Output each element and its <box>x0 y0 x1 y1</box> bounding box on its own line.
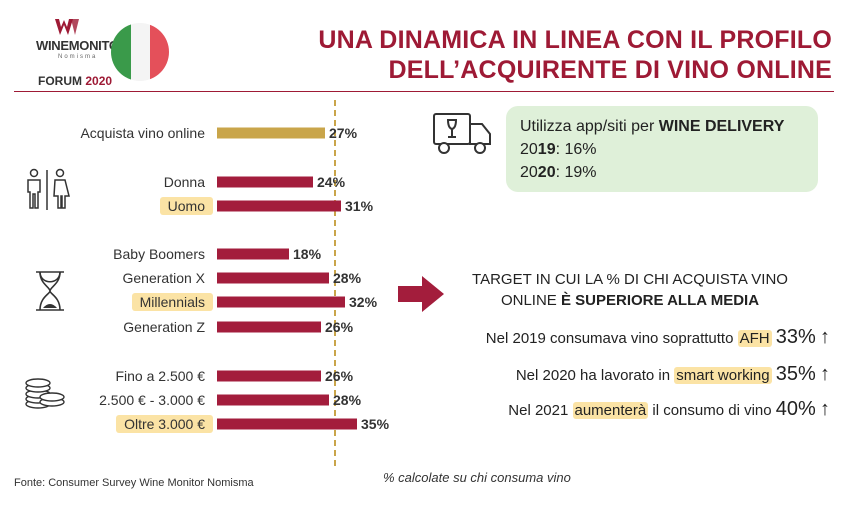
bar-6 <box>217 321 321 333</box>
delivery-truck-icon <box>433 113 491 154</box>
bar-5 <box>217 296 345 308</box>
label-acquista: Acquista vino online <box>80 125 205 141</box>
bar-4 <box>217 272 329 284</box>
bar-7 <box>217 370 321 382</box>
hourglass-icon <box>36 271 64 311</box>
coins-icon <box>25 378 65 409</box>
label-millennials: Millennials <box>131 293 213 311</box>
bar-value-label-2: 31% <box>345 198 374 214</box>
bar-value-label-9: 35% <box>361 416 390 432</box>
gender-icon <box>27 168 70 210</box>
wm-mark-icon <box>55 19 79 35</box>
logo-forum: FORUM 2020 <box>38 74 113 88</box>
bar-value-label-3: 18% <box>293 246 322 262</box>
italy-flag-icon <box>111 23 169 81</box>
page-title-line1: UNA DINAMICA IN LINEA CON IL PROFILO <box>318 26 832 54</box>
wine-monitor-logo: WINEMONITOR Nomisma FORUM 2020 <box>14 14 134 94</box>
bar-value-label-6: 26% <box>325 319 354 335</box>
logo-sub: Nomisma <box>58 54 98 60</box>
header-divider <box>14 91 834 92</box>
delivery-2019: 2019: 16% <box>520 141 597 158</box>
bar-1 <box>217 176 313 188</box>
stat-2020: Nel 2020 ha lavorato in smart working 35… <box>515 363 830 385</box>
footnote: % calcolate su chi consuma vino <box>383 470 571 485</box>
target-line2: ONLINE È SUPERIORE ALLA MEDIA <box>500 292 760 309</box>
bar-value-label-1: 24% <box>317 174 346 190</box>
bar-value-label-5: 32% <box>349 294 378 310</box>
bar-8 <box>217 394 329 406</box>
label-generation-x: Generation X <box>122 270 206 286</box>
bar-value-label-4: 28% <box>333 270 362 286</box>
bar-value-label-8: 28% <box>333 392 362 408</box>
bar-value-label-0: 27% <box>329 125 358 141</box>
delivery-heading: Utilizza app/siti per WINE DELIVERY <box>520 118 785 135</box>
label-generation-z: Generation Z <box>123 319 205 335</box>
label-uomo: Uomo <box>159 197 213 215</box>
label-donna: Donna <box>163 174 205 190</box>
stat-2021: Nel 2021 aumenterà il consumo di vino 40… <box>508 398 830 420</box>
target-line1: TARGET IN CUI LA % DI CHI ACQUISTA VINO <box>472 271 788 288</box>
bar-2 <box>217 200 341 212</box>
label-2500-3000: 2.500 € - 3.000 € <box>99 392 205 408</box>
page-title-line2: DELL’ACQUIRENTE DI VINO ONLINE <box>388 56 832 84</box>
label-oltre-3000: Oltre 3.000 € <box>116 415 213 433</box>
stat-2019: Nel 2019 consumava vino soprattutto AFH … <box>485 326 830 348</box>
logo-name: WINEMONITOR <box>36 38 128 53</box>
bar-3 <box>217 248 289 260</box>
bar-value-label-7: 26% <box>325 368 354 384</box>
label-baby-boomers: Baby Boomers <box>113 246 205 262</box>
source-note: Fonte: Consumer Survey Wine Monitor Nomi… <box>14 477 254 489</box>
label-fino-2500: Fino a 2.500 € <box>115 368 205 384</box>
delivery-2020: 2020: 19% <box>520 164 597 181</box>
wine-delivery-box: Utilizza app/siti per WINE DELIVERY 2019… <box>506 106 818 192</box>
bar-0 <box>217 127 325 139</box>
right-arrow-icon <box>398 276 444 312</box>
bar-9 <box>217 418 357 430</box>
